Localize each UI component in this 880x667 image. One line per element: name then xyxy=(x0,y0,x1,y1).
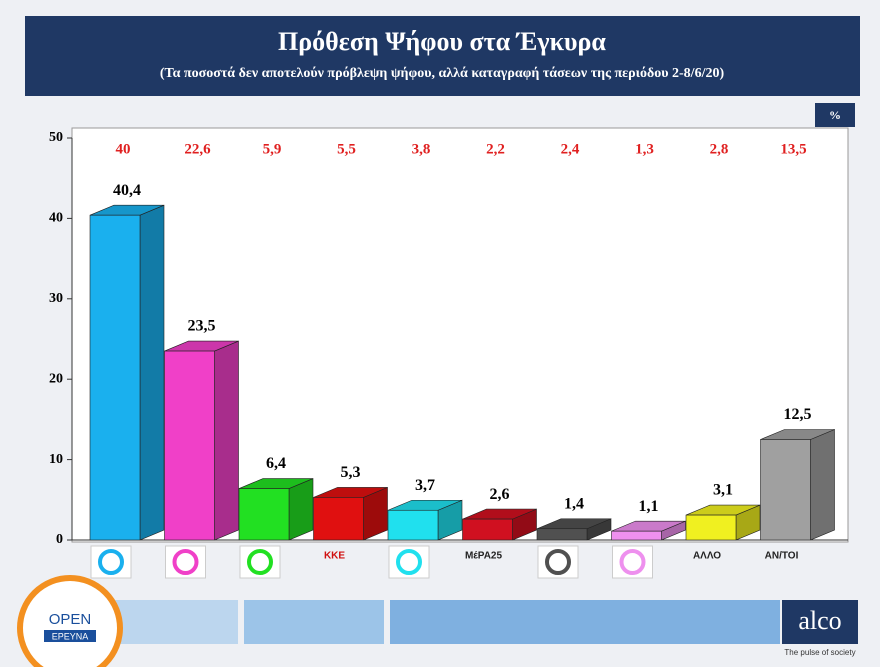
value-label: 6,4 xyxy=(266,455,286,472)
previous-label: 5,5 xyxy=(337,141,356,157)
y-tick-label: 30 xyxy=(49,291,63,306)
bar xyxy=(313,497,364,541)
open-logo xyxy=(17,575,123,667)
unit-label: % xyxy=(829,108,841,122)
bar-side xyxy=(288,478,314,541)
party-logo-mark xyxy=(545,549,571,575)
x-tick-label: ΑΛΛΟ xyxy=(693,551,721,562)
value-label: 23,5 xyxy=(188,318,216,335)
alco-logo xyxy=(782,600,858,644)
bar xyxy=(89,214,141,541)
bar-side xyxy=(810,429,835,541)
previous-label: 5,9 xyxy=(263,141,282,157)
open-logo-bar xyxy=(44,630,96,642)
x-tick-label: ΚΚΕ xyxy=(324,551,345,562)
party-logo-mark xyxy=(619,549,646,575)
previous-label: 2,8 xyxy=(710,141,729,157)
alco-tagline: The pulse of society xyxy=(784,648,855,657)
value-label: 5,3 xyxy=(341,464,361,481)
value-label: 2,6 xyxy=(490,486,510,503)
chart-title: Πρόθεση Ψήφου στα Έγκυρα xyxy=(278,27,606,56)
previous-label: 22,6 xyxy=(184,141,211,157)
bar xyxy=(238,488,290,541)
bar xyxy=(760,439,811,541)
value-label: 1,1 xyxy=(639,498,659,515)
party-logo-mark xyxy=(396,549,422,575)
open-logo-subtext: ΕΡΕΥΝΑ xyxy=(52,631,89,641)
footer-band xyxy=(244,600,384,644)
previous-label: 1,3 xyxy=(635,141,654,157)
bar xyxy=(536,528,588,541)
party-logo-mark xyxy=(247,549,273,575)
bar xyxy=(685,514,737,541)
value-label: 12,5 xyxy=(784,406,812,423)
previous-label: 40 xyxy=(116,141,131,157)
footer-band xyxy=(390,600,780,644)
previous-label: 2,2 xyxy=(486,141,505,157)
chart-subtitle: (Τα ποσοστά δεν αποτελούν πρόβλεψη ψήφου… xyxy=(160,66,725,81)
bar xyxy=(611,530,662,541)
x-tick-label: ΜέΡΑ25 xyxy=(465,551,503,562)
open-logo-text: OPEN xyxy=(49,611,92,628)
y-tick-label: 0 xyxy=(56,532,63,547)
y-tick-label: 40 xyxy=(49,211,63,226)
value-label: 40,4 xyxy=(113,182,141,199)
y-tick-label: 50 xyxy=(49,130,63,145)
y-tick-label: 10 xyxy=(49,452,63,467)
previous-label: 3,8 xyxy=(412,141,431,157)
bar xyxy=(462,518,513,541)
unit-badge xyxy=(815,103,855,127)
value-label: 3,7 xyxy=(415,477,435,494)
previous-label: 13,5 xyxy=(780,141,806,157)
bar xyxy=(387,509,439,541)
value-label: 1,4 xyxy=(564,495,584,512)
value-label: 3,1 xyxy=(713,482,733,499)
bar-side xyxy=(214,340,239,541)
title-banner xyxy=(25,16,860,96)
previous-label: 2,4 xyxy=(561,141,580,157)
y-tick-label: 20 xyxy=(49,371,63,386)
bar xyxy=(164,350,215,541)
party-logo-mark xyxy=(98,549,124,575)
party-logo-mark xyxy=(172,549,199,575)
bar-side xyxy=(139,204,165,541)
x-tick-label: ΑΝ/ΤΟΙ xyxy=(765,551,799,562)
alco-logo-text: alco xyxy=(798,606,841,635)
